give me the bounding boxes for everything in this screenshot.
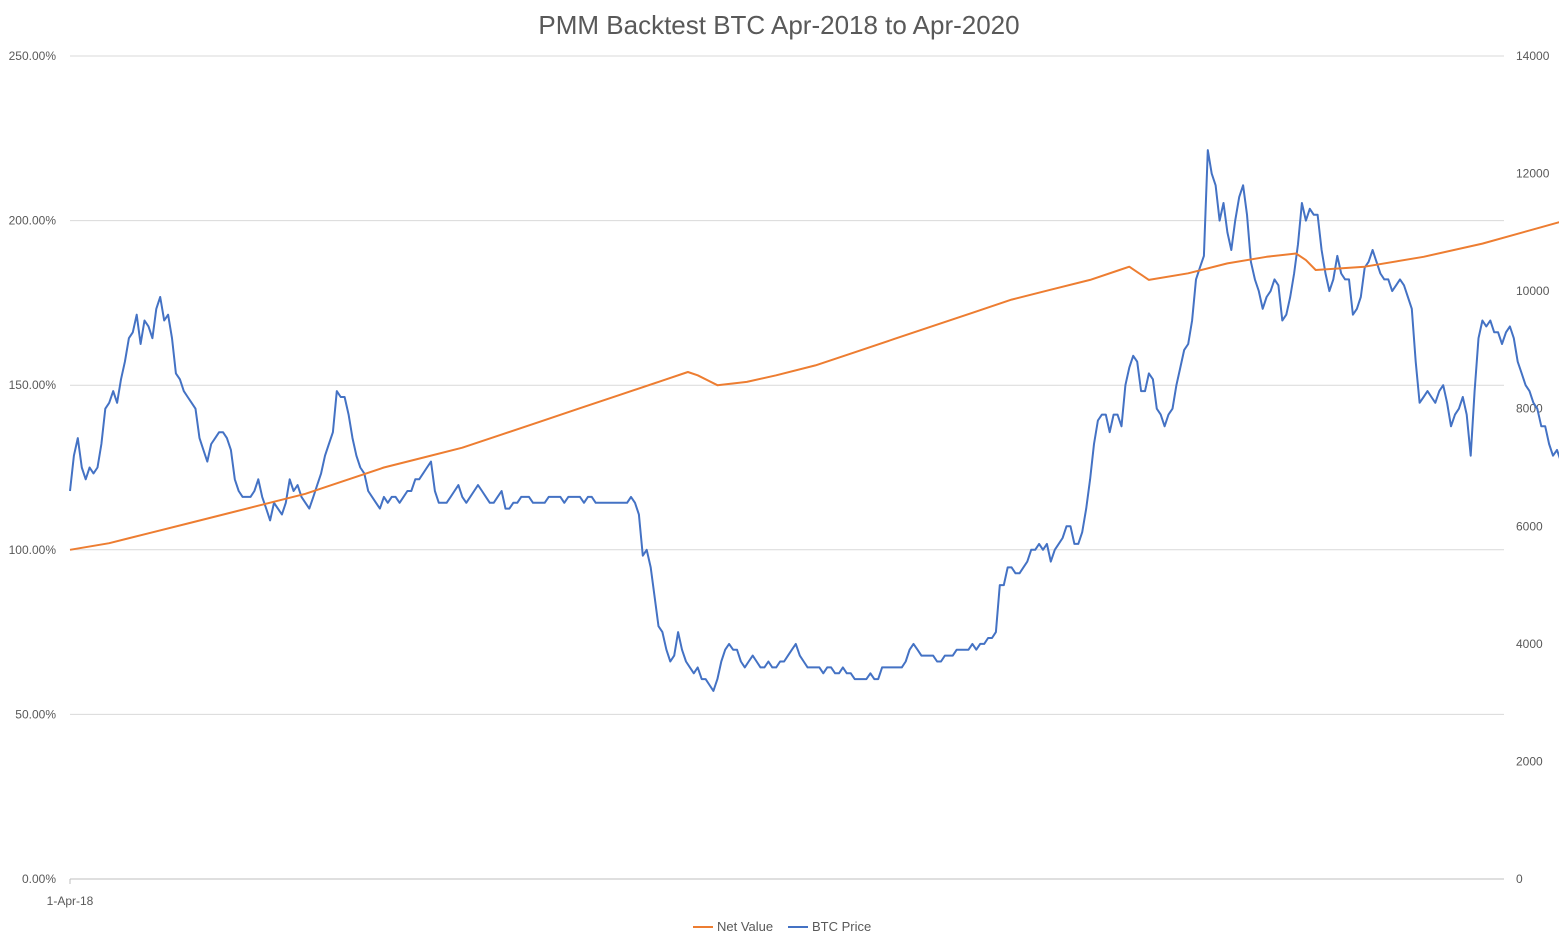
right-tick-label: 8000 bbox=[1516, 402, 1543, 416]
right-tick-label: 0 bbox=[1516, 872, 1523, 886]
legend-label: Net Value bbox=[717, 919, 773, 934]
left-tick-label: 250.00% bbox=[9, 49, 57, 63]
left-tick-label: 100.00% bbox=[9, 543, 57, 557]
chart-title: PMM Backtest BTC Apr-2018 to Apr-2020 bbox=[538, 10, 1019, 40]
left-tick-label: 0.00% bbox=[22, 872, 56, 886]
right-axis: 0 2000 4000 6000 8000 10000 12000 14000 bbox=[1516, 49, 1550, 886]
x-axis: 1-Apr-18 bbox=[47, 878, 1504, 908]
gridlines bbox=[70, 55, 1504, 880]
left-axis: 0.00% 50.00% 100.00% 150.00% 200.00% 250.00% bbox=[9, 49, 57, 886]
series-line-net-value bbox=[69, 221, 1559, 551]
left-tick-label: 50.00% bbox=[15, 707, 56, 721]
series-line-btc-price bbox=[69, 149, 1559, 692]
right-tick-label: 6000 bbox=[1516, 519, 1543, 533]
right-tick-label: 2000 bbox=[1516, 754, 1543, 768]
left-tick-label: 150.00% bbox=[9, 378, 57, 392]
legend-label: BTC Price bbox=[812, 919, 871, 934]
right-tick-label: 14000 bbox=[1516, 49, 1550, 63]
right-tick-label: 10000 bbox=[1516, 284, 1550, 298]
right-tick-label: 12000 bbox=[1516, 167, 1550, 181]
right-tick-label: 4000 bbox=[1516, 637, 1543, 651]
series-layer bbox=[69, 149, 1559, 692]
legend: Net Value BTC Price bbox=[693, 919, 871, 934]
left-tick-label: 200.00% bbox=[9, 214, 57, 228]
x-tick-label: 1-Apr-18 bbox=[47, 894, 94, 908]
